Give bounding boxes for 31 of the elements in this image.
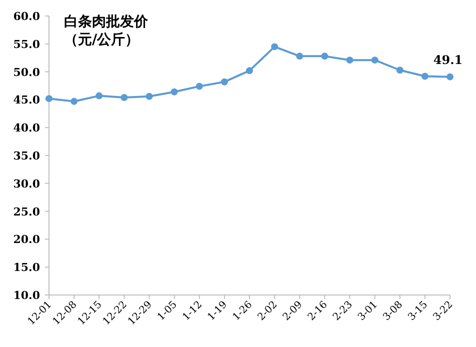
point [446,73,454,80]
point [371,56,378,64]
point [170,88,178,96]
point [120,94,128,101]
chart-title: 白条肉批发价 [64,14,149,30]
data-label: 49.1 [433,52,463,67]
y-tick-label: 60.0 [13,10,40,23]
y-tick-label: 10.0 [13,289,40,302]
y-tick-label: 40.0 [13,122,40,135]
point [96,92,103,100]
point [46,95,52,102]
point [396,66,404,74]
y-tick-label: 20.0 [13,233,40,246]
point [321,52,328,60]
point [421,72,428,80]
y-tick-label: 15.0 [13,261,40,274]
point [220,78,228,86]
y-tick-label: 35.0 [13,150,40,162]
point [296,52,304,60]
point [196,82,203,90]
y-tick-label: 50.0 [13,66,40,79]
y-tick-label: 45.0 [13,94,40,107]
point [271,43,278,50]
text: （元/公斤） [64,31,140,48]
point [246,67,253,74]
point [346,56,354,64]
y-tick-label: 30.0 [13,177,40,190]
point [70,98,78,105]
y-tick-label: 55.0 [13,38,40,51]
y-tick-label: 25.0 [13,205,40,218]
point [146,92,153,100]
